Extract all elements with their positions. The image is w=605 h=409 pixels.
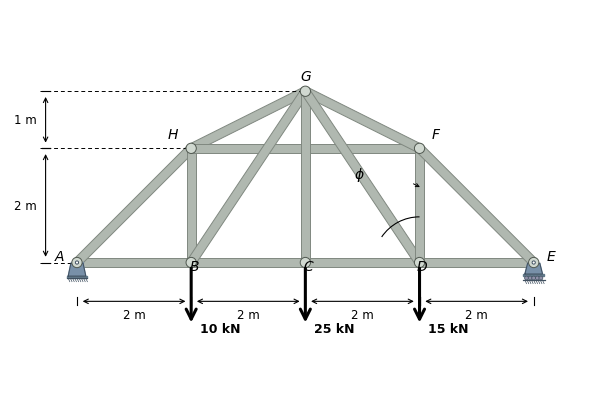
Text: 1 m: 1 m	[15, 114, 37, 127]
Circle shape	[300, 87, 310, 97]
Text: C: C	[303, 259, 313, 273]
Circle shape	[535, 276, 539, 280]
Text: G: G	[300, 70, 311, 83]
Polygon shape	[77, 258, 191, 267]
Polygon shape	[306, 258, 419, 267]
Text: F: F	[431, 128, 439, 142]
Polygon shape	[186, 149, 196, 263]
Polygon shape	[301, 90, 424, 265]
Text: B: B	[189, 259, 199, 273]
Text: 10 kN: 10 kN	[200, 323, 240, 336]
Polygon shape	[71, 262, 83, 264]
Circle shape	[525, 276, 528, 280]
Circle shape	[414, 258, 425, 268]
Circle shape	[72, 258, 82, 268]
Polygon shape	[68, 264, 86, 276]
Text: 2 m: 2 m	[15, 200, 37, 212]
Polygon shape	[415, 149, 424, 263]
Circle shape	[532, 261, 535, 265]
Circle shape	[186, 144, 196, 154]
Text: 2 m: 2 m	[237, 308, 260, 321]
Circle shape	[539, 276, 543, 280]
Text: D: D	[417, 259, 428, 273]
Circle shape	[76, 261, 79, 265]
Polygon shape	[189, 88, 307, 153]
Circle shape	[528, 276, 532, 280]
Polygon shape	[191, 144, 419, 153]
Circle shape	[529, 258, 539, 268]
Text: E: E	[546, 249, 555, 263]
Circle shape	[414, 144, 425, 154]
Text: 2 m: 2 m	[465, 308, 488, 321]
Text: 25 kN: 25 kN	[314, 323, 355, 336]
Polygon shape	[67, 276, 87, 279]
Polygon shape	[191, 258, 306, 267]
Polygon shape	[419, 258, 534, 267]
Polygon shape	[523, 274, 544, 276]
Polygon shape	[416, 146, 537, 266]
Polygon shape	[301, 92, 310, 263]
Circle shape	[532, 276, 535, 280]
Text: 15 kN: 15 kN	[428, 323, 469, 336]
Polygon shape	[188, 90, 309, 265]
Circle shape	[186, 258, 196, 268]
Polygon shape	[303, 88, 422, 153]
Polygon shape	[525, 264, 543, 274]
Text: A: A	[55, 249, 65, 263]
Polygon shape	[74, 146, 194, 266]
Circle shape	[300, 258, 310, 268]
Text: 2 m: 2 m	[123, 308, 145, 321]
Text: $\phi$: $\phi$	[355, 166, 365, 184]
Text: 2 m: 2 m	[351, 308, 374, 321]
Text: H: H	[168, 128, 178, 142]
